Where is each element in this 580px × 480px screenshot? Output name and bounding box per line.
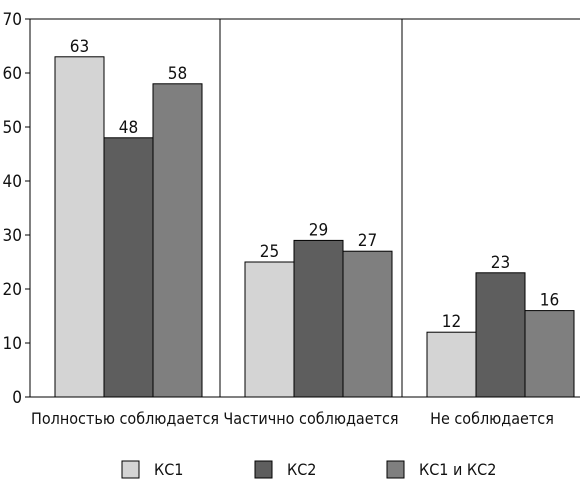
legend-swatch: [121, 460, 140, 479]
data-label: 23: [491, 253, 510, 273]
bars: [54, 56, 575, 398]
data-label: 27: [358, 231, 377, 251]
category-label: Частично соблюдается: [223, 409, 398, 428]
y-tick-label: 70: [3, 10, 22, 30]
data-labels: 63 48 58 25 29 27 12 23 16: [70, 37, 559, 332]
data-label: 29: [309, 220, 328, 240]
bar: [244, 261, 295, 398]
data-label: 16: [540, 291, 559, 311]
bar: [342, 250, 393, 398]
legend-label: КС1: [154, 460, 183, 479]
bar: [54, 56, 105, 398]
bar: [103, 137, 154, 398]
legend-label: КС2: [287, 460, 316, 479]
y-tick-label: 50: [3, 118, 22, 138]
bar: [426, 331, 477, 398]
data-label: 63: [70, 37, 89, 57]
y-axis: 0 10 20 30 40 50 60 70: [3, 10, 30, 408]
x-axis: Полностью соблюдается Частично соблюдаетс…: [31, 409, 554, 428]
legend-label: КС1 и КС2: [419, 460, 496, 479]
bar: [293, 239, 344, 398]
data-label: 12: [442, 312, 461, 332]
legend-swatch: [386, 460, 405, 479]
y-tick-label: 40: [3, 172, 22, 192]
bar: [475, 272, 526, 398]
category-label: Не соблюдается: [430, 409, 554, 428]
y-tick-label: 10: [3, 334, 22, 354]
data-label: 48: [119, 118, 138, 138]
data-label: 25: [260, 242, 279, 262]
y-tick-label: 30: [3, 226, 22, 246]
y-tick-label: 60: [3, 64, 22, 84]
data-label: 58: [168, 64, 187, 84]
legend: КС1 КС2 КС1 и КС2: [121, 460, 496, 479]
y-tick-label: 20: [3, 280, 22, 300]
bar: [524, 310, 575, 398]
category-label: Полностью соблюдается: [31, 409, 219, 428]
bar: [152, 83, 203, 398]
legend-swatch: [254, 460, 273, 479]
y-tick-label: 0: [12, 388, 22, 408]
